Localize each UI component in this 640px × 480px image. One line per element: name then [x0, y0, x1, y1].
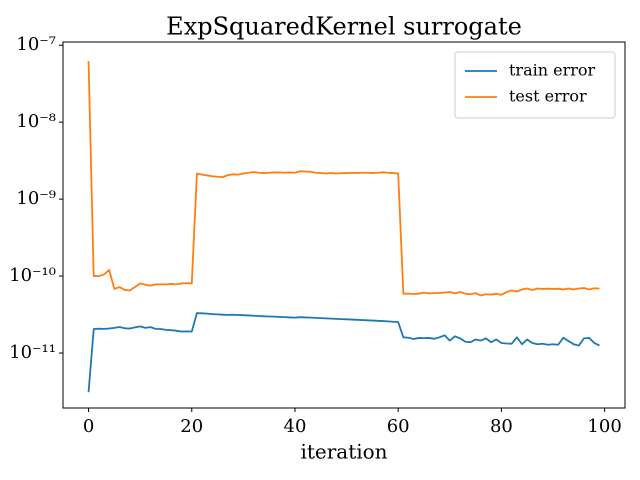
series-line — [87, 312, 600, 393]
y-tick-label: 10⁻⁹ — [16, 188, 56, 209]
series-line — [87, 61, 600, 297]
legend-box — [454, 51, 616, 119]
legend-label: test error — [509, 87, 587, 106]
x-tick-label: 80 — [490, 416, 513, 437]
legend-label: train error — [509, 61, 596, 80]
x-tick-label: 0 — [83, 416, 94, 437]
plot-frame — [62, 41, 626, 409]
y-tick-label: 10⁻⁸ — [16, 111, 56, 132]
x-tick-label: 20 — [180, 416, 203, 437]
x-tick-label: 100 — [587, 416, 621, 437]
y-tick-label: 10⁻⁷ — [16, 34, 56, 55]
y-tick-label: 10⁻¹¹ — [9, 342, 56, 363]
x-axis-label: iteration — [300, 440, 387, 464]
y-tick-label: 10⁻¹⁰ — [9, 265, 56, 286]
chart-title: ExpSquaredKernel surrogate — [166, 13, 522, 41]
x-tick-label: 40 — [284, 416, 307, 437]
x-tick-label: 60 — [387, 416, 410, 437]
